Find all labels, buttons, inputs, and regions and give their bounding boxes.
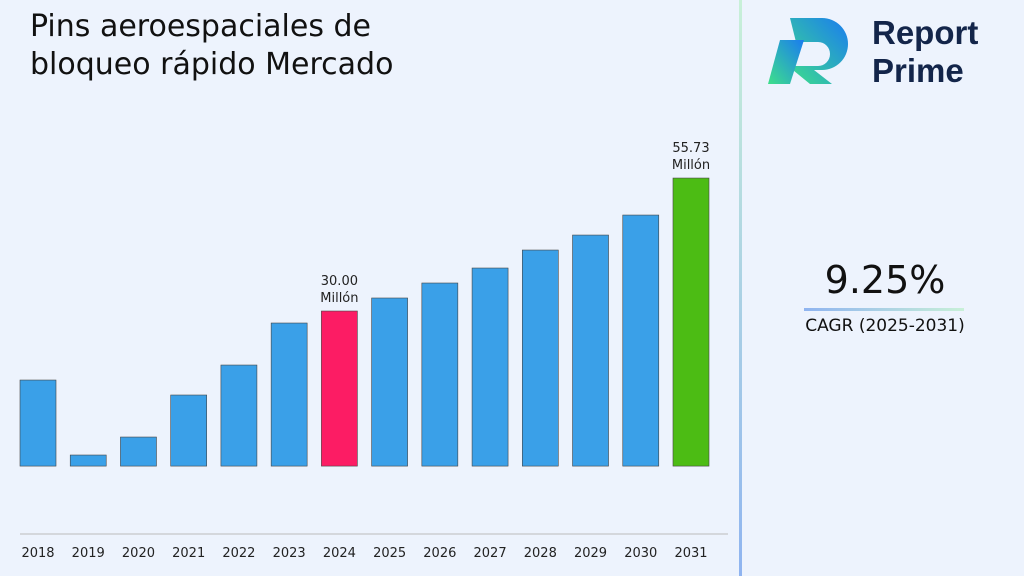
x-tick-label: 2027 (474, 546, 507, 561)
cagr-value: 9.25% (824, 258, 946, 302)
x-tick-label: 2021 (172, 546, 205, 561)
bar (421, 282, 459, 467)
bar (19, 379, 57, 467)
value-label: 55.73 Millón (671, 141, 711, 174)
logo-line: Prime (872, 52, 964, 89)
bar (622, 214, 660, 467)
logo-icon (768, 18, 848, 84)
bar (471, 267, 509, 467)
x-tick-label: 2031 (674, 546, 707, 561)
divider (739, 0, 742, 576)
bar (220, 364, 258, 467)
x-tick-label: 2023 (273, 546, 306, 561)
bar (371, 297, 408, 467)
x-tick-label: 2029 (574, 546, 607, 561)
logo-line: Report (872, 14, 979, 51)
cagr-label: CAGR (2025-2031) (805, 316, 965, 336)
cagr-underline (804, 308, 964, 311)
x-tick-label: 2018 (21, 546, 54, 561)
logo-text: Report Prime (872, 14, 978, 90)
x-tick-label: 2019 (72, 546, 105, 561)
x-tick-label: 2028 (524, 546, 557, 561)
x-tick-label: 2024 (323, 546, 356, 561)
bar (672, 177, 710, 467)
x-tick-label: 2030 (624, 546, 657, 561)
bar (521, 249, 559, 467)
bar (321, 310, 358, 467)
x-tick-label: 2026 (423, 546, 456, 561)
x-tick-label: 2025 (373, 546, 406, 561)
bar (120, 436, 157, 467)
bar (69, 454, 107, 467)
bar (270, 322, 308, 467)
x-tick-label: 2022 (222, 546, 255, 561)
value-label: 30.00 Millón (320, 274, 359, 307)
bar (572, 234, 609, 467)
x-tick-label: 2020 (122, 546, 155, 561)
chart-title: Pins aeroespaciales de bloqueo rápido Me… (30, 9, 394, 82)
bar (170, 394, 207, 467)
